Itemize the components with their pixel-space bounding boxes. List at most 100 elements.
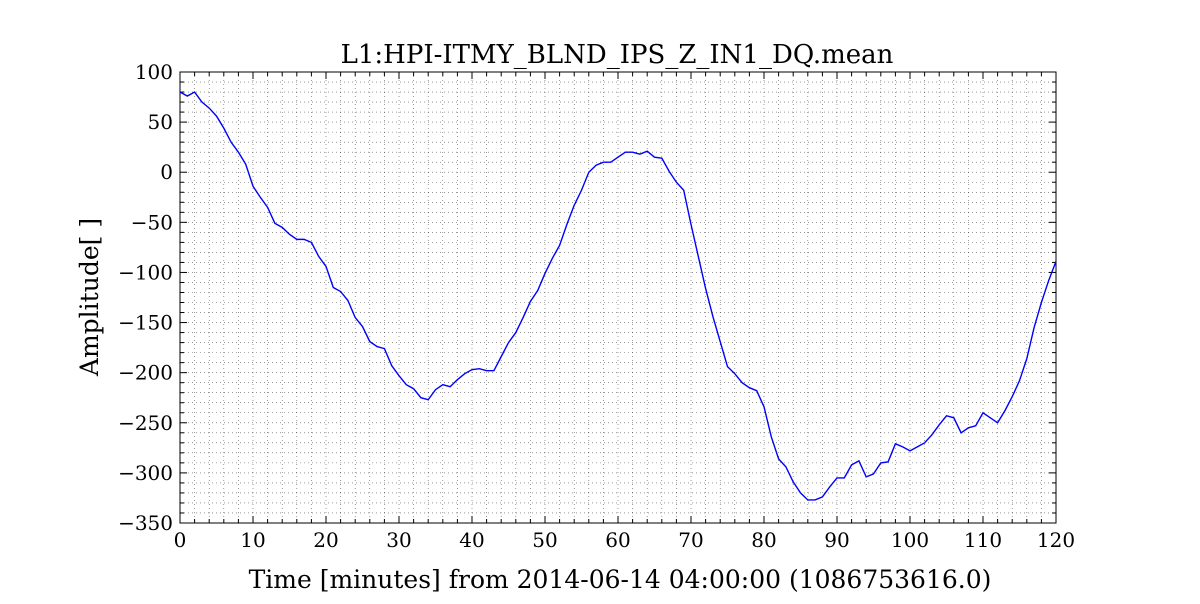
data-point <box>909 450 911 452</box>
x-tick-label: 20 <box>313 528 338 552</box>
data-point <box>493 370 495 372</box>
y-tick-label: 100 <box>135 60 173 84</box>
data-point <box>975 425 977 427</box>
data-point <box>690 223 692 225</box>
data-point <box>734 373 736 375</box>
data-point <box>624 151 626 153</box>
data-point <box>858 460 860 462</box>
data-point <box>464 373 466 375</box>
data-point <box>989 417 991 419</box>
data-point <box>471 369 473 371</box>
data-point <box>982 412 984 414</box>
data-point <box>340 291 342 293</box>
data-point <box>252 185 254 187</box>
data-point <box>705 288 707 290</box>
y-tick-label: −300 <box>118 461 173 485</box>
data-point <box>544 273 546 275</box>
data-point <box>661 157 663 159</box>
data-point <box>551 258 553 260</box>
data-point <box>603 161 605 163</box>
x-tick-label: 40 <box>459 528 484 552</box>
data-point <box>559 244 561 246</box>
data-point <box>851 464 853 466</box>
y-tick-label: −100 <box>118 260 173 284</box>
data-point <box>1055 261 1057 263</box>
y-tick-label: −200 <box>118 361 173 385</box>
x-tick-label: 60 <box>605 528 630 552</box>
data-point <box>405 384 407 386</box>
data-point <box>843 477 845 479</box>
data-point <box>719 341 721 343</box>
data-point <box>303 238 305 240</box>
data-point <box>179 91 181 93</box>
data-point <box>325 266 327 268</box>
data-point <box>186 95 188 97</box>
data-point <box>676 181 678 183</box>
data-point <box>530 301 532 303</box>
x-tick-label: 80 <box>751 528 776 552</box>
y-tick-label: −250 <box>118 411 173 435</box>
data-point <box>522 317 524 319</box>
data-point <box>741 382 743 384</box>
data-point <box>1004 410 1006 412</box>
data-point <box>435 389 437 391</box>
data-point <box>230 141 232 143</box>
data-point <box>223 127 225 129</box>
data-point <box>778 458 780 460</box>
data-point <box>1048 280 1050 282</box>
data-point <box>617 156 619 158</box>
data-point <box>712 316 714 318</box>
x-tick-label: 110 <box>964 528 1002 552</box>
series-line <box>179 91 1057 501</box>
data-point <box>829 486 831 488</box>
data-point <box>953 417 955 419</box>
x-axis-label: Time [minutes] from 2014-06-14 04:00:00 … <box>249 565 992 594</box>
data-point <box>785 466 787 468</box>
data-point <box>267 206 269 208</box>
y-tick-label: −350 <box>118 511 173 535</box>
data-point <box>968 427 970 429</box>
data-point <box>449 386 451 388</box>
data-point <box>880 462 882 464</box>
data-point <box>588 171 590 173</box>
data-point <box>697 256 699 258</box>
data-point <box>887 461 889 463</box>
x-tick-label: 50 <box>532 528 557 552</box>
data-point <box>822 496 824 498</box>
data-point <box>194 91 196 93</box>
data-point <box>573 204 575 206</box>
y-tick-labels: 100 50 0 −50 −100 −150 −200 −250 −300 −350 <box>118 60 173 535</box>
data-point <box>916 446 918 448</box>
data-point <box>354 317 356 319</box>
data-point <box>646 150 648 152</box>
data-point <box>727 366 729 368</box>
y-tick-label: 0 <box>160 160 173 184</box>
data-point <box>347 300 349 302</box>
y-axis-label: Amplitude[ ] <box>75 218 104 377</box>
x-tick-label: 90 <box>824 528 849 552</box>
data-point <box>537 290 539 292</box>
data-point <box>413 388 415 390</box>
axis-ticks <box>179 71 1057 524</box>
x-tick-label: 70 <box>678 528 703 552</box>
data-point <box>478 368 480 370</box>
data-point <box>318 256 320 258</box>
data-point <box>486 370 488 372</box>
x-tick-label: 0 <box>174 528 187 552</box>
data-point <box>756 390 758 392</box>
x-tick-label: 10 <box>240 528 265 552</box>
data-point <box>836 477 838 479</box>
data-point <box>610 161 612 163</box>
data-point <box>595 164 597 166</box>
grid <box>180 72 1056 523</box>
y-tick-label: −150 <box>118 311 173 335</box>
y-tick-label: 50 <box>148 110 173 134</box>
data-point <box>238 151 240 153</box>
data-point <box>814 499 816 501</box>
data-point <box>749 387 751 389</box>
data-point <box>457 379 459 381</box>
data-point <box>931 434 933 436</box>
data-point <box>960 432 962 434</box>
data-point <box>902 446 904 448</box>
